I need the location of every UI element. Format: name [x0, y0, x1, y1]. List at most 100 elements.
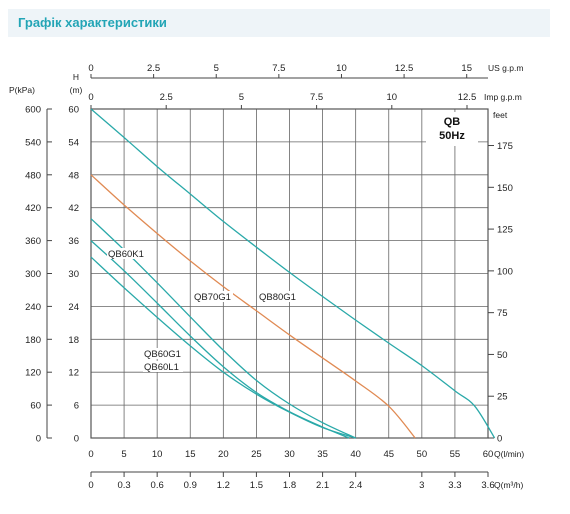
tick-label-head: 30	[68, 269, 79, 280]
tick-label-flow-lmin: 20	[218, 449, 229, 460]
axis-title-head-unit: (m)	[70, 85, 83, 95]
tick-label-pressure: 60	[30, 401, 41, 412]
tick-label-head: 48	[68, 170, 79, 181]
frequency-label: 50Hz	[439, 130, 465, 142]
tick-label-flow-lmin: 40	[350, 449, 361, 460]
series-label-bg	[107, 248, 147, 259]
series-label-bg	[143, 348, 183, 359]
tick-label-flow-m3h: 1.2	[217, 480, 230, 491]
model-label: QB	[444, 116, 461, 128]
tick-label-us-gpm: 15	[461, 63, 472, 74]
tick-label-feet: 0	[497, 434, 502, 445]
tick-label-head: 36	[68, 236, 79, 247]
tick-label-flow-m3h: 0.6	[151, 480, 164, 491]
series-label-qb60k1: QB60K1	[108, 249, 144, 260]
tick-label-us-gpm: 5	[214, 63, 219, 74]
header-bar: Графік характеристики	[8, 9, 550, 37]
series-line-qb60k1	[90, 218, 356, 439]
tick-label-flow-m3h: 3.6	[481, 480, 494, 491]
series-line-qb70g1	[90, 174, 416, 439]
tick-label-feet: 125	[497, 225, 513, 236]
tick-label-imp-gpm: 5	[239, 92, 244, 103]
tick-label-us-gpm: 2.5	[147, 63, 160, 74]
tick-label-flow-m3h: 3.3	[448, 480, 461, 491]
tick-label-pressure: 120	[25, 368, 41, 379]
series-line-qb60l1	[90, 240, 350, 439]
tick-label-flow-lmin: 45	[383, 449, 394, 460]
tick-label-pressure: 300	[25, 269, 41, 280]
tick-label-us-gpm: 7.5	[272, 63, 285, 74]
tick-label-head: 60	[68, 105, 79, 116]
series-line-qb60g1	[90, 256, 356, 439]
tick-label-flow-lmin: 30	[284, 449, 295, 460]
page-title: Графік характеристики	[18, 15, 167, 30]
axes	[46, 74, 494, 477]
plot-frame	[90, 108, 489, 439]
tick-label-head: 6	[74, 401, 79, 412]
axis-title-us-gpm: US g.p.m	[488, 63, 523, 73]
series-label-qb60l1: QB60L1	[144, 362, 179, 373]
series-label-bg	[258, 291, 298, 302]
tick-label-flow-lmin: 55	[450, 449, 461, 460]
tick-label-feet: 75	[497, 308, 508, 319]
tick-label-imp-gpm: 10	[387, 92, 398, 103]
tick-label-flow-m3h: 0	[88, 480, 93, 491]
tick-label-pressure: 420	[25, 203, 41, 214]
tick-label-flow-lmin: 15	[185, 449, 196, 460]
tick-label-head: 24	[68, 302, 79, 313]
tick-label-flow-m3h: 1.8	[283, 480, 296, 491]
axis-title-feet: feet	[493, 110, 508, 120]
tick-label-pressure: 360	[25, 236, 41, 247]
tick-label-flow-m3h: 2.4	[349, 480, 362, 491]
series-label-qb80g1: QB80G1	[259, 292, 296, 303]
tick-label-imp-gpm: 12.5	[458, 92, 477, 103]
tick-label-pressure: 180	[25, 335, 41, 346]
axis-title-head: H	[73, 72, 79, 82]
axis-title-pressure: P(kPa)	[9, 85, 35, 95]
tick-label-flow-m3h: 0.9	[184, 480, 197, 491]
tick-label-pressure: 240	[25, 302, 41, 313]
tick-label-imp-gpm: 7.5	[310, 92, 323, 103]
tick-label-feet: 25	[497, 392, 508, 403]
tick-label-feet: 175	[497, 141, 513, 152]
tick-label-imp-gpm: 0	[88, 92, 93, 103]
tick-label-flow-lmin: 10	[152, 449, 163, 460]
tick-label-head: 54	[68, 137, 79, 148]
tick-label-flow-lmin: 5	[121, 449, 126, 460]
tick-label-flow-m3h: 1.5	[250, 480, 263, 491]
tick-label-head: 18	[68, 335, 79, 346]
series-label-qb60g1: QB60G1	[144, 349, 181, 360]
tick-label-head: 42	[68, 203, 79, 214]
tick-label-pressure: 480	[25, 170, 41, 181]
tick-label-us-gpm: 0	[88, 63, 93, 74]
tick-label-flow-lmin: 0	[88, 449, 93, 460]
tick-label-feet: 100	[497, 266, 513, 277]
tick-label-flow-lmin: 35	[317, 449, 328, 460]
series-layer	[90, 108, 496, 439]
tick-label-imp-gpm: 2.5	[160, 92, 173, 103]
series-label-bg	[193, 291, 233, 302]
tick-label-us-gpm: 10	[336, 63, 347, 74]
tick-label-flow-m3h: 2.1	[316, 480, 329, 491]
axis-title-imp-gpm: Imp g.p.m	[484, 92, 522, 102]
tick-label-feet: 50	[497, 350, 508, 361]
axis-title-flow-lmin: Q(l/min)	[494, 449, 524, 459]
grid	[90, 108, 489, 439]
model-box	[426, 112, 478, 146]
series-label-qb70g1: QB70G1	[194, 292, 231, 303]
tick-label-pressure: 600	[25, 105, 41, 116]
tick-label-us-gpm: 12.5	[395, 63, 414, 74]
text-layer: 06121824303642485460H(m)0601201802403003…	[9, 63, 524, 491]
tick-label-feet: 150	[497, 183, 513, 194]
series-label-bg	[143, 361, 183, 372]
tick-label-flow-m3h: 3	[419, 480, 424, 491]
tick-label-flow-lmin: 60	[483, 449, 494, 460]
series-line-qb80g1	[90, 108, 496, 439]
tick-label-flow-m3h: 0.3	[117, 480, 130, 491]
tick-label-flow-lmin: 25	[251, 449, 262, 460]
axis-title-flow-m3h: Q(m³/h)	[494, 480, 523, 490]
tick-label-flow-lmin: 50	[417, 449, 428, 460]
tick-label-pressure: 540	[25, 137, 41, 148]
tick-label-pressure: 0	[36, 434, 41, 445]
